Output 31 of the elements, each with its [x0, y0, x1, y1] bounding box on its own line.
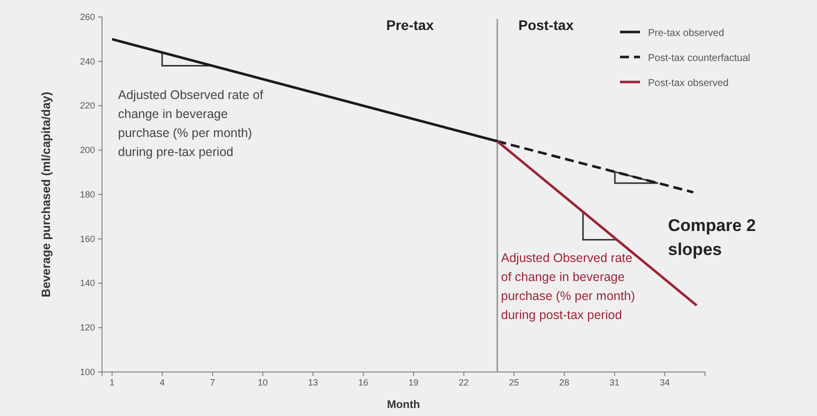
x-tick-label: 28	[559, 377, 570, 388]
x-tick-label: 34	[660, 377, 670, 388]
y-tick-label: 260	[80, 12, 95, 22]
annotation: Compare 2 slopes	[668, 216, 756, 259]
x-tick-label: 10	[258, 377, 268, 388]
y-tick-label: 220	[80, 100, 95, 111]
y-tick-label: 100	[80, 366, 95, 377]
annotation: Adjusted Observed rate of change in beverage purchase (% per month) during post-tax period	[501, 251, 636, 322]
y-tick-label: 200	[80, 145, 95, 156]
y-tick-label: 240	[80, 56, 95, 66]
x-tick-label: 22	[458, 377, 469, 388]
x-tick-label: 31	[610, 377, 620, 388]
y-tick-label: 140	[80, 278, 95, 288]
x-tick-label: 19	[408, 377, 419, 388]
x-tick-label: 13	[308, 377, 318, 388]
y-tick-label: 180	[80, 189, 95, 200]
annotation: Adjusted Observed rate of change in beverage purchase (% per month) during pre-tax period	[118, 88, 264, 159]
x-axis-title: Month	[387, 399, 420, 411]
x-tick-label: 1	[110, 377, 115, 388]
x-tick-label: 4	[160, 377, 165, 388]
x-tick-label: 7	[210, 377, 216, 388]
x-tick-label: 16	[358, 377, 368, 388]
x-tick-label: 25	[509, 377, 520, 388]
legend-label: Post-tax observed	[648, 78, 729, 89]
y-tick-label: 120	[80, 322, 95, 333]
y-axis-title: Beverage purchased (ml/capita/day)	[39, 92, 53, 298]
legend-label: Post-tax counterfactual	[648, 53, 750, 64]
annotation: Post-tax	[518, 17, 574, 33]
y-tick-label: 160	[80, 234, 95, 244]
legend-label: Pre-tax observed	[648, 28, 724, 39]
annotation: Pre-tax	[386, 17, 434, 33]
